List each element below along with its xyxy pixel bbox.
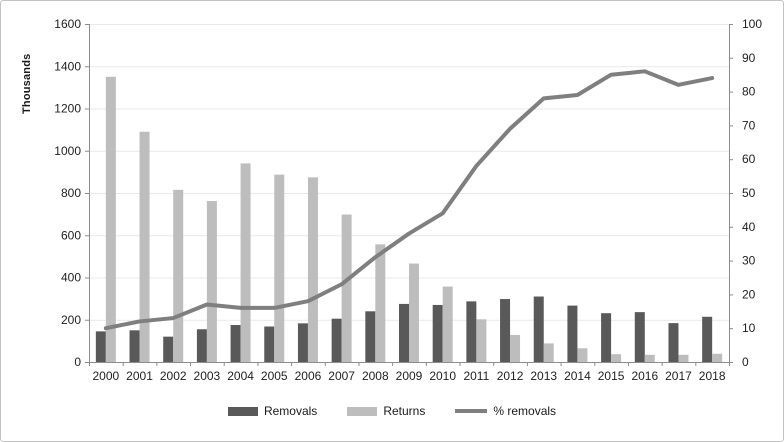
bar-removals [264,326,275,362]
left-tick-label: 400 [61,271,81,285]
bar-removals [365,311,376,362]
legend-label: Removals [263,404,318,418]
legend-label: % removals [493,404,557,418]
right-tick-label: 60 [742,152,756,166]
right-tick-label: 70 [742,118,756,132]
bar-returns [409,263,419,362]
legend-item-returns: Returns [347,404,425,418]
x-tick-label: 2010 [429,369,456,383]
legend: Removals Returns % removals [1,404,783,418]
left-tick-label: 1600 [54,17,81,31]
bar-removals [399,303,409,362]
left-tick-label: 800 [61,186,81,200]
left-tick-label: 0 [74,355,81,369]
bar-returns [678,354,689,362]
bar-returns [476,319,487,362]
x-tick-label: 2018 [699,369,726,383]
x-tick-label: 2003 [194,369,221,383]
legend-label: Returns [383,404,426,418]
bar-returns [611,354,622,362]
legend-color-swatch [347,406,378,416]
bar-removals [466,301,477,362]
right-tick-label: 20 [742,287,756,301]
legend-line-swatch [455,409,488,413]
bar-removals [432,304,443,362]
x-tick-label: 2014 [564,369,591,383]
bar-removals [668,323,679,362]
bar-returns [240,163,251,362]
bar-returns [543,343,554,362]
bar-returns [206,201,217,362]
legend-color-swatch [227,406,258,416]
bar-returns [577,348,588,362]
right-tick-label: 50 [742,186,756,200]
bar-returns [105,76,116,362]
bar-returns [375,244,386,362]
x-tick-label: 2004 [227,369,254,383]
x-tick-label: 2015 [598,369,625,383]
percent-removals-line [103,69,715,331]
right-tick-label: 30 [742,254,756,268]
right-tick-label: 40 [742,220,756,234]
bar-removals [533,296,544,362]
bar-returns [644,354,655,362]
right-tick-label: 90 [742,51,756,65]
bar-removals [702,316,713,362]
left-tick-label: 600 [61,228,81,242]
left-tick-label: 200 [61,313,81,327]
x-tick-label: 2009 [396,369,423,383]
right-tick-label: 0 [742,355,749,369]
bar-returns [173,189,184,362]
legend-item-removals: Removals [227,404,318,418]
x-tick-label: 2013 [530,369,557,383]
x-tick-label: 2017 [665,369,692,383]
bar-returns [274,174,285,362]
bar-removals [331,318,342,362]
right-tick-label: 100 [742,17,762,31]
left-axis-title: Thousands [21,53,33,115]
x-tick-label: 2001 [126,369,153,383]
x-tick-label: 2008 [362,369,389,383]
bar-removals [95,331,106,362]
x-tick-label: 2005 [261,369,288,383]
bar-removals [634,312,645,362]
bar-removals [196,329,207,362]
bar-removals [230,325,241,362]
x-tick-label: 2007 [328,369,355,383]
x-tick-label: 2012 [497,369,524,383]
x-tick-label: 2011 [463,369,489,383]
left-tick-label: 1000 [54,144,81,158]
bar-removals [297,323,308,362]
right-tick-label: 10 [742,321,756,335]
bar-returns [510,334,521,362]
x-tick-label: 2002 [160,369,187,383]
bar-returns [712,353,723,362]
x-tick-label: 2016 [631,369,658,383]
legend-item--removals: % removals [455,404,556,418]
left-tick-label: 1400 [54,59,81,73]
bar-removals [163,336,174,362]
x-tick-label: 2000 [92,369,119,383]
bar-returns [341,214,352,362]
x-tick-label: 2006 [295,369,322,383]
left-tick-label: 1200 [54,102,81,116]
bar-returns [442,286,453,362]
bar-returns [307,177,318,362]
right-tick-label: 80 [742,85,756,99]
bar-removals [129,330,140,362]
bar-removals [601,313,612,362]
bar-returns [139,131,150,362]
bar-removals [500,299,511,362]
bar-removals [567,305,578,362]
